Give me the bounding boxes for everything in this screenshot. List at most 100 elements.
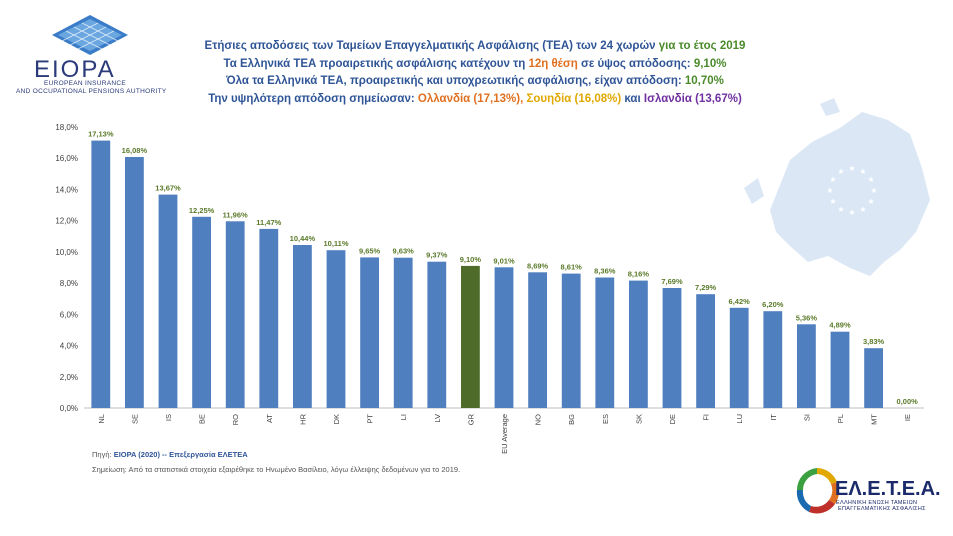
bar-eu-average [494,267,514,408]
source-tail: -- Επεξεργασία ΕΛΕΤΕΑ [159,450,248,459]
data-label: 8,16% [628,270,650,279]
title-line-1-main: Ετήσιες αποδόσεις των Ταμείων Επαγγελματ… [204,40,656,52]
title-line-2-c: σε ύψος απόδοσης: [577,58,694,70]
data-label: 12,25% [189,206,215,215]
bar-lu [729,307,749,408]
title-line-3-value: 10,70% [684,75,724,87]
bar-es [595,277,615,408]
x-tick-label: SK [634,414,643,424]
bar-dk [326,250,346,408]
bar-hr [293,245,312,408]
bars: 17,13% NL 16,08% SE 13,67% IS 12,25% BE 11,96% RO… [88,130,918,454]
source-note: Πηγή: EIOPA (2020) -- Επεξεργασία ΕΛΕΤΕΑ [92,450,248,459]
eletea-brand-subtitle-2: ΕΠΑΓΓΕΛΜΑΤΙΚΗΣ ΑΣΦΑΛΙΣΗΣ [838,506,926,512]
y-tick-label: 18,0% [55,123,78,132]
data-label: 10,11% [323,239,348,248]
x-tick-label: GR [466,413,475,425]
eu-star-icon: ★ [868,197,875,206]
eu-star-icon: ★ [848,208,855,217]
data-label: 9,01% [493,256,515,265]
eletea-brand-name: ΕΛ.Ε.Τ.Ε.Α. [835,478,941,500]
title-line-3: Όλα τα Ελληνικά ΤΕΑ, προαιρετικής και υπ… [170,75,780,87]
eu-star-icon: ★ [837,205,844,214]
bar-pt [360,257,379,408]
data-label: 8,36% [594,267,616,276]
title-line-2-value: 9,10% [693,58,727,70]
bar-fi [696,294,715,408]
title-line-3-a: Όλα τα Ελληνικά ΤΕΑ, προαιρετικής και υπ… [226,75,685,87]
eu-star-icon: ★ [859,167,866,176]
eiopa-logo-subtitle-2: AND OCCUPATIONAL PENSIONS AUTHORITY [16,88,167,95]
bar-it [763,311,783,408]
x-tick-label: SE [130,414,139,424]
data-label: 9,63% [393,247,415,256]
x-tick-label: EU Average [500,414,509,454]
eu-star-icon: ★ [829,197,836,206]
title-line-2: Τα Ελληνικά ΤΕΑ προαιρετικής ασφάλισης κ… [170,58,780,70]
x-tick-label: DE [668,414,677,424]
x-tick-label: PT [366,414,375,424]
title-line-4: Την υψηλότερη απόδοση σημείωσαν: Ολλανδί… [170,93,780,105]
eu-star-icon: ★ [859,205,866,214]
x-tick-label: IS [164,414,173,421]
title-line-2-a: Τα Ελληνικά ΤΕΑ προαιρετικής ασφάλισης κ… [223,58,529,70]
europe-map-shape [744,98,930,276]
bar-mt [864,348,883,408]
data-label: 7,29% [695,283,717,292]
y-tick-label: 4,0% [60,342,78,351]
data-label: 6,42% [729,297,751,306]
title-line-4-netherlands: Ολλανδία (17,13%), [417,93,524,105]
x-tick-label: IE [903,414,912,421]
y-tick-label: 12,0% [55,217,78,226]
data-label: 4,89% [829,321,851,330]
source-link[interactable]: EIOPA (2020) [113,450,160,459]
x-tick-label: FI [702,414,711,421]
bar-no [528,272,547,408]
y-tick-label: 6,0% [60,310,78,319]
data-label: 10,44% [290,234,316,243]
title-line-4-a: Την υψηλότερη απόδοση σημείωσαν: [208,93,418,105]
eu-star-icon: ★ [848,164,855,173]
bar-de [662,288,682,408]
data-label: 3,83% [863,337,885,346]
title-line-4-iceland: Ισλανδία (13,67%) [643,93,742,105]
bar-pl [830,331,850,408]
x-tick-label: PL [836,414,845,423]
eiopa-logo-name: EIOPA [34,56,116,83]
bar-se [125,157,144,408]
x-tick-label: AT [265,414,274,423]
bar-gr [461,265,480,408]
eletea-brand-subtitle-1: ΕΛΛΗΝΙΚΗ ΕΝΩΣΗ ΤΑΜΕΙΩΝ [836,500,918,506]
bar-si [797,324,816,408]
title-line-2-rank: 12η θέση [528,58,578,70]
data-label: 8,69% [527,261,549,270]
europe-map-graphic: ★★★★★★★★★ ★ ★★ [744,98,930,276]
bar-bg [561,273,581,408]
data-label: 17,13% [88,130,114,139]
y-tick-label: 16,0% [55,154,78,163]
title-line-4-and: και [621,93,644,105]
x-tick-label: BE [198,414,207,424]
data-label: 16,08% [122,146,148,155]
data-label: 13,67% [155,184,181,193]
bar-lv [427,261,447,408]
x-tick-label: HR [298,413,307,424]
y-tick-label: 2,0% [60,373,78,382]
title-line-1-year: για το έτος 2019 [655,40,746,52]
y-tick-label: 10,0% [55,248,78,257]
bar-sk [629,280,648,408]
eiopa-logo [52,15,128,55]
data-label: 9,65% [359,246,381,255]
eu-star-icon: ★ [829,175,836,184]
bar-li [393,257,413,408]
y-tick-label: 8,0% [60,279,78,288]
eu-star-icon: ★ [870,186,877,195]
x-tick-label: LI [399,414,408,420]
x-tick-label: RO [231,414,240,425]
bar-be [192,216,211,408]
bar-at [259,228,279,408]
data-label: 9,37% [426,251,448,260]
data-label: 0,00% [897,397,919,406]
data-label: 5,36% [796,313,818,322]
